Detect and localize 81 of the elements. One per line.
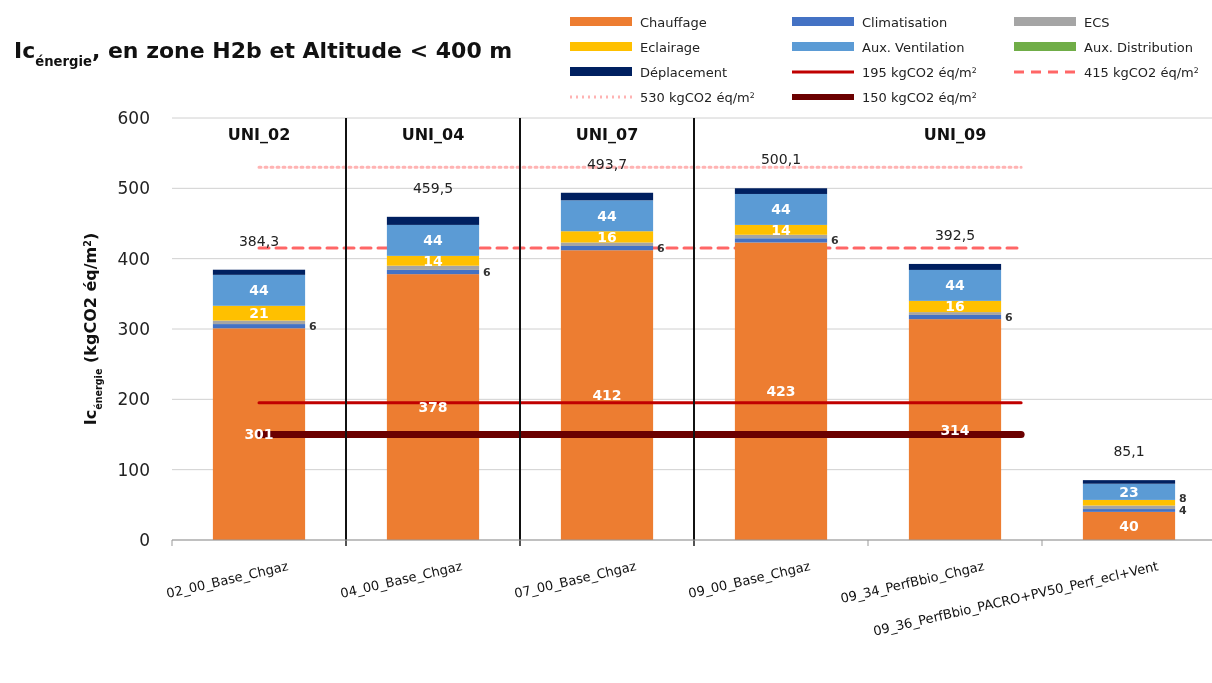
bar xyxy=(908,314,1002,320)
bar xyxy=(386,224,480,256)
y-tick-label: 400 xyxy=(117,248,150,269)
annotation: UNI_09 xyxy=(923,125,987,144)
bar xyxy=(734,242,828,540)
legend-label: 195 kgCO2 éq/m$^{2}$ xyxy=(862,65,977,80)
data-label: 14 xyxy=(771,221,791,238)
data-label: 8 xyxy=(1179,492,1187,506)
bar xyxy=(212,274,306,306)
bar xyxy=(386,274,480,540)
legend-label: 150 kgCO2 éq/m$^{2}$ xyxy=(862,90,977,105)
y-tick-label: 100 xyxy=(117,459,150,480)
data-label: 16 xyxy=(945,298,965,315)
bar xyxy=(1082,511,1176,540)
legend-label: 415 kgCO2 éq/m$^{2}$ xyxy=(1084,65,1199,80)
bar xyxy=(560,200,654,232)
bar xyxy=(734,193,828,225)
data-label: 6 xyxy=(831,234,840,248)
total-label: 392,5 xyxy=(934,226,976,243)
chart-title: Ic$_{énergie}$, en zone H2b et Altitude < 400 m xyxy=(14,38,513,69)
bar xyxy=(386,265,480,270)
data-label: 423 xyxy=(766,383,796,400)
data-label: 21 xyxy=(249,305,269,322)
total-label: 85,1 xyxy=(1113,443,1145,460)
data-label: 412 xyxy=(592,387,622,404)
data-label: 6 xyxy=(309,320,318,334)
data-label: 4 xyxy=(1179,504,1188,518)
bar xyxy=(734,238,828,243)
legend-label: ECS xyxy=(1084,15,1110,30)
data-label: 23 xyxy=(1119,483,1139,500)
data-label: 44 xyxy=(423,232,443,249)
bar xyxy=(212,328,306,540)
total-label: 493,7 xyxy=(586,155,628,172)
legend-label: Eclairage xyxy=(640,40,701,55)
total-label: 500,1 xyxy=(760,151,802,168)
legend-label: Climatisation xyxy=(862,15,948,30)
annotation: UNI_02 xyxy=(227,125,291,144)
bar xyxy=(908,269,1002,301)
bar xyxy=(212,324,306,329)
y-tick-label: 200 xyxy=(117,389,150,410)
data-label: 14 xyxy=(423,252,443,269)
data-label: 44 xyxy=(597,207,617,224)
data-label: 16 xyxy=(597,228,617,245)
data-label: 378 xyxy=(418,399,448,416)
bar xyxy=(212,269,306,275)
y-tick-label: 600 xyxy=(117,108,150,128)
y-tick-label: 0 xyxy=(139,530,150,550)
bar xyxy=(560,242,654,247)
bar xyxy=(908,312,1002,315)
legend-label: Chauffage xyxy=(640,15,707,30)
bar xyxy=(1082,499,1176,506)
bar xyxy=(1082,509,1176,512)
bar xyxy=(908,319,1002,540)
bar xyxy=(386,216,480,225)
bar xyxy=(560,192,654,201)
total-label: 384,3 xyxy=(238,232,280,249)
legend-label: Aux. Ventilation xyxy=(862,40,965,55)
data-label: 44 xyxy=(945,277,965,294)
y-tick-label: 500 xyxy=(117,178,150,199)
data-label: 44 xyxy=(249,282,269,299)
data-label: 301 xyxy=(244,426,274,443)
annotation: UNI_07 xyxy=(575,125,639,144)
data-label: 6 xyxy=(483,266,492,280)
data-label: 40 xyxy=(1119,517,1139,534)
data-label: 6 xyxy=(1005,311,1014,325)
annotation: UNI_04 xyxy=(401,125,465,144)
legend-label: Aux. Distribution xyxy=(1084,40,1193,55)
bar xyxy=(1082,483,1176,500)
bar xyxy=(560,246,654,251)
legend-label: Déplacement xyxy=(640,65,727,80)
data-label: 6 xyxy=(657,242,666,256)
y-tick-label: 300 xyxy=(117,319,150,339)
bar xyxy=(908,263,1002,270)
bar xyxy=(560,250,654,540)
legend-label: 530 kgCO2 éq/m$^{2}$ xyxy=(640,90,755,105)
bar xyxy=(1082,480,1176,484)
bar xyxy=(386,269,480,275)
data-label: 44 xyxy=(771,201,791,218)
total-label: 459,5 xyxy=(412,179,454,196)
bar xyxy=(734,188,828,194)
bar xyxy=(212,305,306,321)
